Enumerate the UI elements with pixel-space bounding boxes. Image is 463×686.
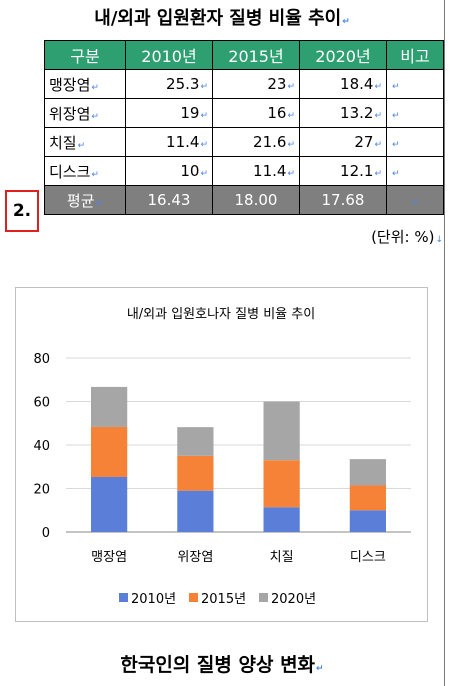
average-2015: 18.00 <box>212 185 300 215</box>
x-tick-label: 디스크 <box>350 550 386 565</box>
y-tick-label: 80 <box>33 352 50 367</box>
bar-segment <box>177 427 214 456</box>
bar-segment <box>177 490 214 532</box>
bar-segment <box>349 510 386 532</box>
cell-note: ↵ <box>386 156 444 186</box>
y-tick-label: 20 <box>33 483 50 498</box>
y-tick-label: 40 <box>33 439 50 454</box>
table-row: 위장염↵ 19↵ 16↵ 13.2↵ ↵ <box>44 98 444 128</box>
step-number-box: 2. <box>5 190 39 232</box>
table-row: 치질↵ 11.4↵ 21.6↵ 27↵ ↵ <box>44 127 444 157</box>
average-2010: 16.43 <box>125 185 213 215</box>
bar-segment <box>91 476 128 532</box>
bar-segment <box>177 455 214 491</box>
bar-segment <box>91 426 128 477</box>
legend-label: 2010년 <box>131 592 176 607</box>
legend-swatch <box>259 593 268 602</box>
x-tick-label: 치질 <box>270 550 294 565</box>
header-category: 구분 <box>44 40 126 70</box>
row-label: 맹장염↵ <box>44 69 126 99</box>
legend-label: 2015년 <box>201 592 246 607</box>
cell-note: ↵ <box>386 127 444 157</box>
average-2020: 17.68 <box>299 185 387 215</box>
table-average-row: 평균↵ 16.43 18.00 17.68 ↵ <box>44 185 444 215</box>
legend-swatch <box>119 593 128 602</box>
stacked-bar-chart: 내/외과 입원호나자 질병 비율 추이 0 20 40 60 80 맹장염 위장염 치질 디스크 2… <box>33 307 411 607</box>
legend-swatch <box>189 593 198 602</box>
cell-note: ↵ <box>386 69 444 99</box>
x-tick-label: 위장염 <box>177 550 213 565</box>
cell-2010: 25.3↵ <box>125 69 213 99</box>
row-label: 위장염↵ <box>44 98 126 128</box>
row-label: 디스크↵ <box>44 156 126 186</box>
header-note: 비고 <box>386 40 444 70</box>
x-tick-label: 맹장염 <box>91 550 127 565</box>
bar-segment <box>349 485 386 511</box>
cell-2010: 19↵ <box>125 98 213 128</box>
y-tick-label: 0 <box>42 526 50 541</box>
table-header-row: 구분 2010년 2015년 2020년 비고 <box>44 40 444 70</box>
disease-rate-table: 구분 2010년 2015년 2020년 비고 맹장염↵ 25.3↵ 23↵ 1… <box>44 40 444 215</box>
document-title: 내/외과 입원환자 질병 비율 추이↵ <box>94 8 350 29</box>
bar-segment <box>263 460 300 508</box>
table-row: 맹장염↵ 25.3↵ 23↵ 18.4↵ ↵ <box>44 69 444 99</box>
bar-segment <box>263 401 300 461</box>
unit-label: (단위: %)↓ <box>371 228 443 246</box>
cell-2015: 16↵ <box>212 98 300 128</box>
header-2020: 2020년 <box>299 40 387 70</box>
row-label: 치질↵ <box>44 127 126 157</box>
y-tick-label: 60 <box>33 396 50 411</box>
cell-2010: 10↵ <box>125 156 213 186</box>
header-2010: 2010년 <box>125 40 213 70</box>
bar-segment <box>91 386 128 427</box>
cell-2010: 11.4↵ <box>125 127 213 157</box>
document-subtitle: 한국인의 질병 양상 변화↵ <box>120 654 324 676</box>
cell-note: ↵ <box>386 98 444 128</box>
header-2015: 2015년 <box>212 40 300 70</box>
bar-segment <box>263 507 300 532</box>
cell-2015: 21.6↵ <box>212 127 300 157</box>
cell-2020: 13.2↵ <box>299 98 387 128</box>
cell-2020: 27↵ <box>299 127 387 157</box>
cell-2015: 23↵ <box>212 69 300 99</box>
average-note: ↵ <box>386 185 444 215</box>
table-row: 디스크↵ 10↵ 11.4↵ 12.1↵ ↵ <box>44 156 444 186</box>
cell-2020: 18.4↵ <box>299 69 387 99</box>
cell-2020: 12.1↵ <box>299 156 387 186</box>
bar-segment <box>349 459 386 486</box>
page-margin-line <box>444 0 445 686</box>
cell-2015: 11.4↵ <box>212 156 300 186</box>
legend-label: 2020년 <box>271 592 316 607</box>
chart-container: 내/외과 입원호나자 질병 비율 추이 0 20 40 60 80 맹장염 위장염 치질 디스크 2… <box>15 287 428 622</box>
chart-title: 내/외과 입원호나자 질병 비율 추이 <box>127 307 315 322</box>
average-label: 평균↵ <box>44 185 126 215</box>
